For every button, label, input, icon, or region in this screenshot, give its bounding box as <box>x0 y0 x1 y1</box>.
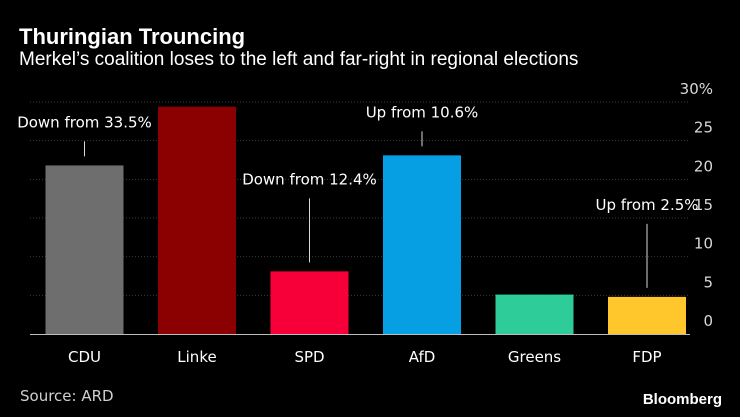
bar <box>383 155 461 334</box>
x-tick-label: Linke <box>177 348 216 366</box>
bar <box>45 165 124 334</box>
y-tick-label: 10 <box>694 235 713 253</box>
y-tick-label: 15 <box>694 196 713 214</box>
bar <box>270 271 349 334</box>
annotation-label: Down from 12.4% <box>242 170 377 188</box>
y-tick-label: 25 <box>694 119 713 137</box>
chart-title: Thuringian Trouncing <box>19 24 246 49</box>
bar <box>495 294 574 334</box>
annotation-label: Up from 10.6% <box>366 103 479 121</box>
chart-subtitle: Merkel’s coalition loses to the left and… <box>19 49 579 70</box>
y-tick-label: 30% <box>680 80 713 98</box>
y-tick-label: 0 <box>703 312 713 330</box>
source-note: Source: ARD <box>20 387 114 405</box>
y-tick-label: 5 <box>703 273 713 291</box>
bloomberg-logo: Bloomberg <box>642 391 722 408</box>
x-tick-label: FDP <box>632 348 661 366</box>
annotation-label: Up from 2.5% <box>595 196 698 214</box>
bar <box>158 106 236 334</box>
x-tick-label: AfD <box>409 348 436 366</box>
x-tick-label: Greens <box>508 348 561 366</box>
annotation-label: Down from 33.5% <box>17 113 152 131</box>
x-tick-label: CDU <box>68 348 101 366</box>
y-tick-label: 20 <box>694 157 713 175</box>
bar <box>608 296 686 334</box>
x-tick-label: SPD <box>294 348 324 366</box>
